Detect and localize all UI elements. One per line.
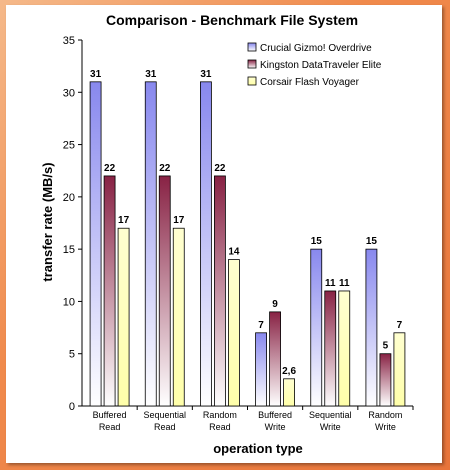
- chart-axes: 0 5 10 15 20 25 30 35: [63, 35, 413, 413]
- data-label: 7: [258, 320, 264, 331]
- y-tick-label: 5: [69, 349, 75, 361]
- data-label: 17: [173, 215, 185, 226]
- bar: [310, 248, 323, 407]
- category-label: Random: [203, 410, 237, 420]
- chart-title: Comparison - Benchmark File System: [106, 12, 358, 28]
- y-tick-label: 25: [63, 140, 75, 152]
- y-tick-label: 35: [63, 35, 75, 47]
- data-label: 7: [397, 320, 403, 331]
- legend: Crucial Gizmo! Overdrive Kingston DataTra…: [247, 42, 382, 88]
- legend-label: Kingston DataTraveler Elite: [260, 60, 382, 71]
- bar: [172, 227, 185, 407]
- category-label: Buffered: [93, 410, 127, 420]
- legend-swatch: [247, 76, 257, 86]
- bar: [365, 248, 378, 407]
- category-labels: Buffered Read Sequential Read Random Read Buff…: [93, 410, 403, 432]
- bar: [158, 175, 171, 407]
- category-label: Read: [154, 422, 176, 432]
- data-label: 11: [339, 278, 350, 289]
- bar: [228, 259, 240, 407]
- y-tick-label: 10: [63, 296, 75, 308]
- data-label: 31: [200, 69, 212, 80]
- bar: [144, 81, 157, 407]
- bar: [89, 81, 102, 407]
- category-label: Sequential: [143, 410, 186, 420]
- data-label: 2,6: [282, 366, 296, 377]
- data-label: 22: [214, 163, 226, 174]
- bar: [269, 311, 281, 407]
- data-label: 17: [118, 215, 130, 226]
- bar: [103, 175, 116, 407]
- bar: [117, 227, 130, 407]
- bar: [324, 290, 337, 407]
- data-label: 22: [104, 163, 116, 174]
- category-label: Write: [375, 422, 396, 432]
- data-label: 14: [228, 247, 240, 258]
- bar: [283, 378, 295, 407]
- bar: [338, 290, 351, 407]
- legend-label: Crucial Gizmo! Overdrive: [260, 43, 372, 54]
- category-label: Random: [368, 410, 402, 420]
- data-label: 5: [383, 341, 389, 352]
- bar: [200, 81, 212, 407]
- bar: [255, 332, 267, 407]
- data-label: 11: [325, 278, 336, 289]
- data-label: 9: [272, 299, 278, 310]
- y-axis-title: transfer rate (MB/s): [40, 162, 55, 281]
- chart-bars: [89, 81, 414, 410]
- data-label: 15: [366, 236, 378, 247]
- category-label: Write: [265, 422, 286, 432]
- y-tick-label: 20: [63, 192, 75, 204]
- data-label: 31: [90, 69, 102, 80]
- bar: [214, 175, 226, 407]
- data-label: 31: [145, 69, 157, 80]
- y-tick-label: 0: [69, 401, 75, 413]
- x-axis-title: operation type: [213, 441, 303, 456]
- data-label: 15: [311, 236, 323, 247]
- category-label: Sequential: [309, 410, 352, 420]
- y-tick-label: 30: [63, 87, 75, 99]
- bar: [379, 353, 392, 407]
- category-label: Buffered: [258, 410, 292, 420]
- legend-label: Corsair Flash Voyager: [260, 77, 360, 88]
- legend-swatch: [247, 59, 257, 69]
- category-label: Read: [209, 422, 231, 432]
- category-label: Write: [320, 422, 341, 432]
- data-label: 22: [159, 163, 171, 174]
- bar: [393, 332, 406, 407]
- legend-swatch: [247, 42, 257, 52]
- y-tick-label: 15: [63, 244, 75, 256]
- category-label: Read: [99, 422, 121, 432]
